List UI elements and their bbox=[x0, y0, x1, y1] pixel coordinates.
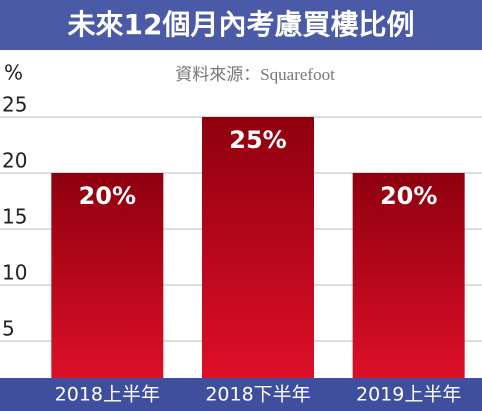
bar bbox=[202, 117, 314, 397]
chart-title: 未來12個月內考慮買樓比例 bbox=[68, 8, 415, 41]
bars: 20% 25% 20% bbox=[51, 117, 465, 397]
chart-subtitle: 資料來源：Squarefoot bbox=[175, 65, 335, 84]
y-tick-label: 10 bbox=[2, 261, 27, 285]
y-axis-label: % bbox=[4, 61, 23, 85]
title-banner bbox=[0, 0, 482, 50]
x-axis-band bbox=[0, 378, 482, 411]
y-tick-label: 5 bbox=[2, 317, 15, 341]
y-tick-label: 20 bbox=[2, 149, 27, 173]
y-tick-label: 25 bbox=[2, 93, 27, 117]
value-label: 20% bbox=[380, 182, 437, 210]
value-label: 20% bbox=[79, 182, 136, 210]
x-tick-label: 2019上半年 bbox=[356, 384, 461, 406]
x-labels: 2018上半年 2018下半年 2019上半年 bbox=[55, 384, 462, 406]
bar bbox=[352, 173, 465, 397]
value-label: 25% bbox=[229, 126, 286, 154]
x-tick-label: 2018下半年 bbox=[205, 384, 310, 406]
bar bbox=[51, 173, 164, 397]
x-tick-label: 2018上半年 bbox=[55, 384, 160, 406]
y-tick-label: 15 bbox=[2, 205, 27, 229]
